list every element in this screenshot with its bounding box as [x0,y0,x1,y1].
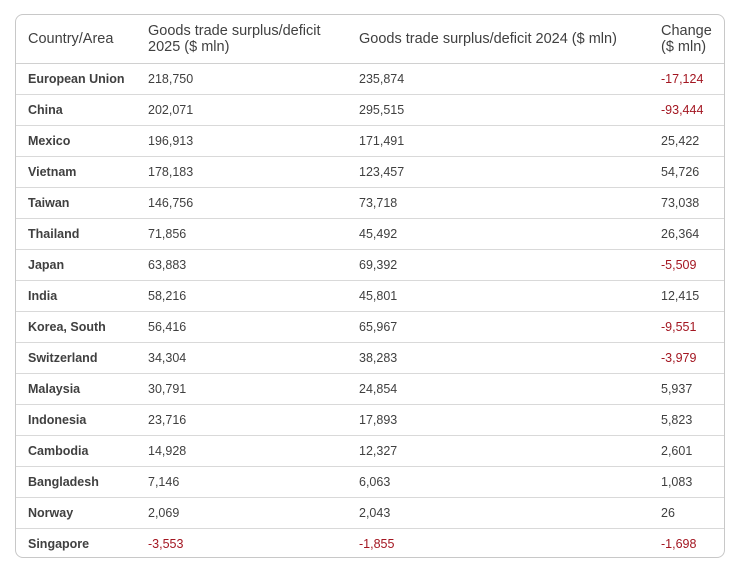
cell-change: 2,601 [649,435,724,467]
cell-2025: 63,883 [136,249,347,281]
cell-country: Cambodia [16,435,136,467]
table-row: European Union 218,750 235,874 -17,124 [16,63,724,95]
cell-2024: 2,043 [347,497,649,529]
table-row: Japan 63,883 69,392 -5,509 [16,249,724,281]
cell-2024: 45,801 [347,280,649,312]
cell-change: 25,422 [649,125,724,157]
table-row: Indonesia 23,716 17,893 5,823 [16,404,724,436]
header-2025: Goods trade surplus/deficit 2025 ($ mln) [136,15,347,64]
table-row: Taiwan 146,756 73,718 73,038 [16,187,724,219]
cell-2024: 24,854 [347,373,649,405]
cell-2025: 178,183 [136,156,347,188]
cell-2024: 73,718 [347,187,649,219]
cell-country: European Union [16,63,136,95]
cell-country: Norway [16,497,136,529]
cell-2025: 146,756 [136,187,347,219]
cell-2025: -3,553 [148,536,184,551]
cell-2025: 7,146 [136,466,347,498]
cell-2024: 295,515 [347,94,649,126]
table-row: Bangladesh 7,146 6,063 1,083 [16,466,724,498]
table-body: European Union 218,750 235,874 -17,124 China… [16,63,724,557]
cell-country: Korea, South [16,311,136,343]
table-row: Mexico 196,913 171,491 25,422 [16,125,724,157]
cell-change: 1,083 [649,466,724,498]
cell-country: Singapore [28,536,90,551]
cell-2024: 6,063 [347,466,649,498]
table-row: Vietnam 178,183 123,457 54,726 [16,156,724,188]
header-country: Country/Area [16,15,136,64]
cell-change: 5,937 [649,373,724,405]
table-row: India 58,216 45,801 12,415 [16,280,724,312]
cell-2025: 2,069 [136,497,347,529]
cell-2025: 14,928 [136,435,347,467]
cell-country: Thailand [16,218,136,250]
cell-change: -1,698 [661,536,697,551]
cell-2024: 12,327 [347,435,649,467]
cell-change: 26 [649,497,724,529]
cell-country: Bangladesh [16,466,136,498]
table-header-row: Country/Area Goods trade surplus/deficit… [16,15,724,64]
cell-country: Vietnam [16,156,136,188]
table-row: Malaysia 30,791 24,854 5,937 [16,373,724,405]
cell-2024: 17,893 [347,404,649,436]
cell-change: 54,726 [649,156,724,188]
table-row: Singapore -3,553 -1,855 -1,698 [16,528,724,557]
cell-country: Malaysia [16,373,136,405]
cell-2024: 171,491 [347,125,649,157]
header-change: Change ($ mln) [649,15,724,64]
table-row: Korea, South 56,416 65,967 -9,551 [16,311,724,343]
cell-change: -93,444 [649,94,724,126]
cell-change: 73,038 [649,187,724,219]
cell-country: Switzerland [16,342,136,374]
cell-country: Japan [16,249,136,281]
cell-country: China [16,94,136,126]
cell-change: 26,364 [649,218,724,250]
cell-2025: 30,791 [136,373,347,405]
table-row: Cambodia 14,928 12,327 2,601 [16,435,724,467]
cell-change: 12,415 [649,280,724,312]
cell-2025: 196,913 [136,125,347,157]
table-row: Thailand 71,856 45,492 26,364 [16,218,724,250]
cell-change: -9,551 [649,311,724,343]
cell-change: -3,979 [649,342,724,374]
cell-country: Indonesia [16,404,136,436]
table-row: Switzerland 34,304 38,283 -3,979 [16,342,724,374]
cell-2025: 56,416 [136,311,347,343]
cell-2024: 235,874 [347,63,649,95]
cell-2025: 202,071 [136,94,347,126]
trade-balance-table: Country/Area Goods trade surplus/deficit… [16,15,724,557]
header-2024: Goods trade surplus/deficit 2024 ($ mln) [347,15,649,64]
cell-2025: 58,216 [136,280,347,312]
cell-2024: 69,392 [347,249,649,281]
cell-2024: 38,283 [347,342,649,374]
cell-2025: 34,304 [136,342,347,374]
cell-change: 5,823 [649,404,724,436]
cell-country: India [16,280,136,312]
cell-2024: 45,492 [347,218,649,250]
cell-country: Taiwan [16,187,136,219]
cell-2024: -1,855 [359,536,395,551]
cell-2025: 23,716 [136,404,347,436]
cell-2024: 65,967 [347,311,649,343]
table-row: Norway 2,069 2,043 26 [16,497,724,529]
cell-2025: 71,856 [136,218,347,250]
cell-change: -17,124 [649,63,724,95]
cell-country: Mexico [16,125,136,157]
cell-2024: 123,457 [347,156,649,188]
cell-2025: 218,750 [136,63,347,95]
data-table-card: Country/Area Goods trade surplus/deficit… [15,14,725,558]
cell-change: -5,509 [649,249,724,281]
table-row: China 202,071 295,515 -93,444 [16,94,724,126]
